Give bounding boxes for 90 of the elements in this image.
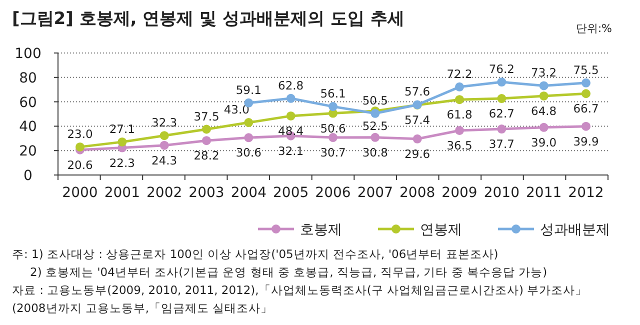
data-label: 22.3 [109,156,135,170]
point [412,134,422,144]
data-label: 76.2 [488,62,514,76]
data-label: 61.8 [446,108,472,122]
y-tick-label: 40 [19,119,37,136]
legend-label: 성과배분제 [540,222,610,238]
y-tick-label: 0 [24,168,32,184]
point [286,111,296,120]
data-label: 52.5 [362,118,388,133]
data-label: 39.9 [573,134,599,148]
data-label: 72.2 [446,66,472,81]
point [370,108,380,118]
data-label: 27.1 [109,122,135,136]
data-label: 23.0 [67,126,93,141]
x-tick-label: 2010 [484,185,520,201]
point [202,136,211,146]
data-label: 56.1 [320,86,346,101]
text: 주: 1) 조사대상 : 상용근로자 100인 이상 사업장('05년까지 전수조사, '06년부터 표본조사) [12,247,498,261]
chart-title: [그림2] 호봉제, 연봉제 및 성과배분제의 도입 추세 [12,9,404,29]
point [328,102,338,112]
x-tick-label: 2006 [315,185,351,201]
point [455,95,464,104]
text: 자료 : 고용노동부(2009, 2010, 2011, 2012),「사업체노동력조사(구 사업체임금근로시간조사) 부가조사」 [12,283,588,297]
point [497,78,506,87]
y-tick-label: 60 [19,94,37,111]
legend-label: 연봉제 [420,222,462,238]
x-tick-label: 2002 [146,185,182,201]
point [539,91,548,100]
point [160,140,169,150]
data-label: 48.4 [278,124,304,138]
point [497,124,506,134]
data-label: 57.4 [404,112,430,127]
y-tick-label: 100 [14,46,42,62]
x-tick-label: 2011 [526,185,562,201]
data-label: 28.2 [194,148,220,163]
data-label: 64.8 [531,104,557,118]
x-tick-label: 2008 [400,185,436,201]
data-label: 32.3 [152,116,178,130]
text: 2) 호봉제는 '04년부터 조사(기본급 운영 형태 중 호봉급, 직능급, 직무급, 기타 중 복수응답 가능) [30,265,548,279]
data-label: 32.1 [278,144,304,158]
x-tick-label: 2007 [357,185,393,201]
point [370,132,380,142]
data-label: 30.6 [236,146,262,160]
x-tick-label: 2005 [273,185,309,201]
data-label: 20.6 [67,158,93,172]
point [328,133,338,142]
text: 단위:% [576,22,612,35]
x-tick-label: 2004 [230,185,267,201]
data-label: 43.0 [224,102,250,117]
data-label: 50.5 [362,93,388,108]
x-tick-label: 2012 [568,185,604,201]
x-tick-label: 2000 [62,185,98,201]
y-tick-label: 80 [19,70,37,86]
data-label: 30.7 [320,146,346,160]
x-tick-label: 2003 [188,185,224,201]
point [497,94,506,104]
data-label: 66.7 [573,102,599,116]
x-tick-label: 2001 [104,185,140,201]
point [118,137,127,146]
data-label: 62.7 [488,106,514,121]
data-label: 62.8 [278,78,304,92]
point [202,124,211,134]
text: (2008년까지 고용노동부,「임금제도 실태조사」 [12,301,273,315]
data-label: 29.6 [404,146,430,161]
data-label: 57.6 [404,84,430,99]
point [455,126,464,135]
data-label: 50.6 [320,121,346,136]
data-label: 37.5 [194,109,220,124]
data-label: 59.1 [236,82,262,97]
point [582,122,590,131]
point [244,133,254,142]
data-label: 73.2 [531,66,557,80]
point [539,122,548,132]
point [160,131,169,140]
point [455,82,464,92]
point [582,89,590,98]
data-label: 39.0 [531,135,557,150]
y-tick-label: 20 [19,144,37,160]
x-tick-label: 2009 [442,185,478,201]
data-label: 36.5 [446,138,472,152]
point [539,81,548,90]
data-label: 24.3 [152,153,178,168]
data-label: 75.5 [573,62,599,77]
legend-label: 호봉제 [300,222,342,238]
point [286,94,296,103]
point [244,118,254,128]
point [76,142,84,152]
data-label: 30.8 [362,145,388,160]
data-label: 37.7 [488,137,514,152]
point [582,78,590,88]
